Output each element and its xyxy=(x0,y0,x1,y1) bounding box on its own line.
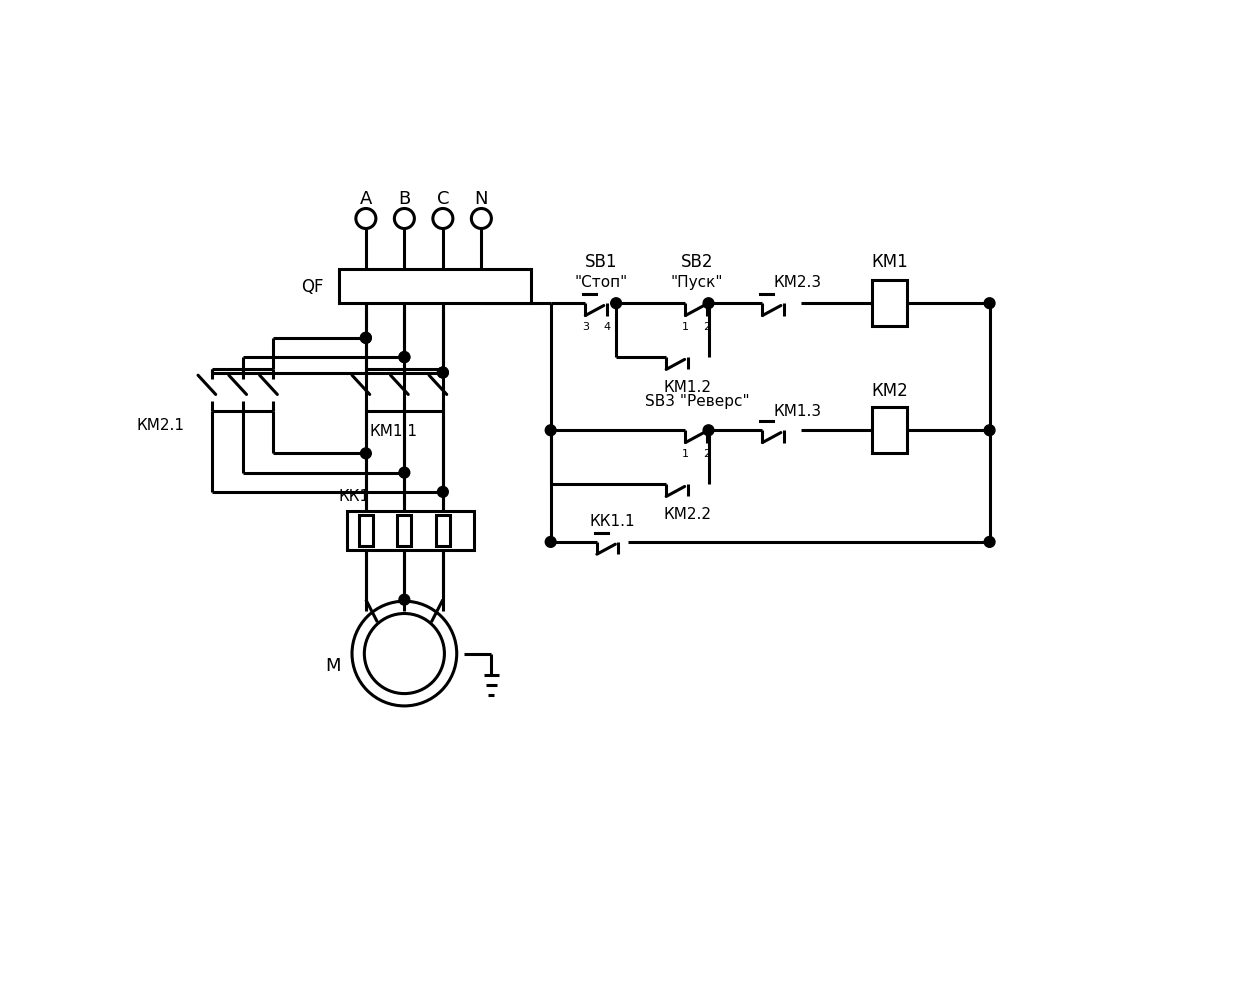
Circle shape xyxy=(471,210,492,230)
Circle shape xyxy=(361,333,372,344)
Circle shape xyxy=(364,614,445,694)
Text: КМ2.1: КМ2.1 xyxy=(138,417,185,433)
Text: КМ2.3: КМ2.3 xyxy=(773,275,821,290)
Text: "Стоп": "Стоп" xyxy=(574,275,627,290)
Circle shape xyxy=(704,425,714,436)
Circle shape xyxy=(437,368,449,379)
Circle shape xyxy=(545,537,556,548)
Circle shape xyxy=(399,468,410,478)
Circle shape xyxy=(984,298,995,309)
Circle shape xyxy=(437,368,449,379)
Circle shape xyxy=(611,298,622,309)
Circle shape xyxy=(704,298,714,309)
Text: КМ2.2: КМ2.2 xyxy=(663,506,711,522)
Circle shape xyxy=(437,487,449,498)
Text: 4: 4 xyxy=(603,321,611,331)
Bar xyxy=(872,408,907,454)
Text: M: M xyxy=(325,656,341,674)
Text: A: A xyxy=(359,190,372,208)
Bar xyxy=(872,281,907,327)
Text: Y: Y xyxy=(399,644,410,663)
Text: КМ1: КМ1 xyxy=(871,252,908,270)
Text: SB1: SB1 xyxy=(585,252,617,270)
Bar xyxy=(436,516,450,546)
Text: QF: QF xyxy=(301,277,323,295)
Circle shape xyxy=(399,352,410,363)
Text: КК1.1: КК1.1 xyxy=(590,513,634,528)
Text: 2: 2 xyxy=(704,321,710,331)
Bar xyxy=(359,516,373,546)
Text: 1: 1 xyxy=(681,321,689,331)
Circle shape xyxy=(361,448,372,459)
Bar xyxy=(339,269,532,304)
Circle shape xyxy=(545,425,556,436)
Circle shape xyxy=(361,333,372,344)
Text: 2: 2 xyxy=(704,448,710,458)
Bar xyxy=(398,516,411,546)
Circle shape xyxy=(399,594,410,605)
Text: КМ1.1: КМ1.1 xyxy=(369,423,418,438)
Text: 1: 1 xyxy=(681,448,689,458)
Bar xyxy=(347,512,473,550)
Text: КМ1.2: КМ1.2 xyxy=(663,380,711,395)
Text: N: N xyxy=(475,190,488,208)
Text: B: B xyxy=(398,190,410,208)
Text: C: C xyxy=(436,190,449,208)
Circle shape xyxy=(432,210,453,230)
Text: "Пуск": "Пуск" xyxy=(670,275,724,290)
Text: КМ1.3: КМ1.3 xyxy=(773,405,821,419)
Text: 3: 3 xyxy=(582,321,589,331)
Text: КМ2: КМ2 xyxy=(871,382,908,400)
Circle shape xyxy=(394,210,414,230)
Text: SB3 "Реверс": SB3 "Реверс" xyxy=(644,394,750,410)
Circle shape xyxy=(984,537,995,548)
Circle shape xyxy=(399,352,410,363)
Text: SB2: SB2 xyxy=(680,252,714,270)
Circle shape xyxy=(356,210,375,230)
Text: КК1: КК1 xyxy=(339,489,370,504)
Circle shape xyxy=(984,425,995,436)
